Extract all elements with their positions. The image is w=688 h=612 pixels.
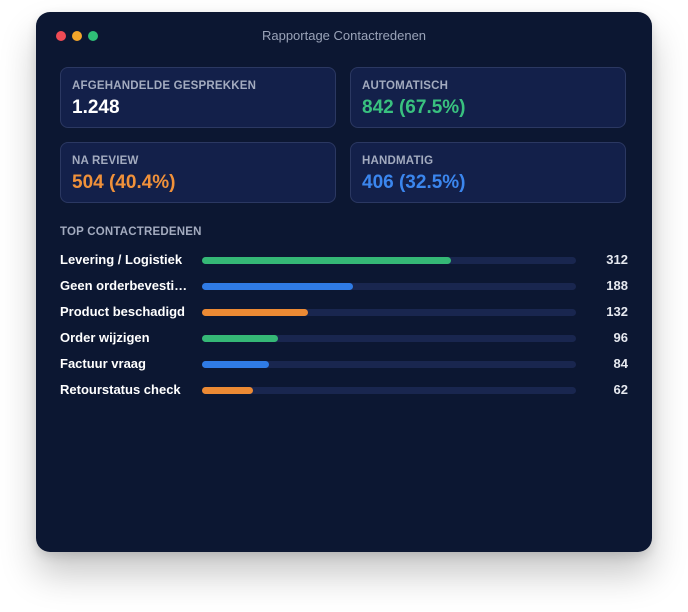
stat-card-manual: HANDMATIG 406 (32.5%)	[350, 142, 626, 203]
stat-card-handled: AFGEHANDELDE GESPREKKEN 1.248	[60, 67, 336, 128]
reason-bar-track	[202, 309, 576, 316]
reason-count: 62	[613, 382, 628, 397]
maximize-window-button[interactable]	[88, 31, 98, 41]
stat-label: HANDMATIG	[362, 155, 434, 167]
stat-label: NA REVIEW	[72, 155, 139, 167]
report-window: Rapportage Contactredenen AFGEHANDELDE G…	[36, 12, 652, 552]
stat-card-after-review: NA REVIEW 504 (40.4%)	[60, 142, 336, 203]
reason-bar-fill	[202, 257, 452, 264]
close-window-button[interactable]	[56, 31, 66, 41]
stat-card-automatic: AUTOMATISCH 842 (67.5%)	[350, 67, 626, 128]
reason-bar-fill	[202, 387, 253, 394]
reason-row: Order wijzigen 96	[60, 328, 628, 348]
reason-count: 132	[606, 304, 628, 319]
reason-row: Geen orderbevestiging 188	[60, 276, 628, 296]
stat-value: 504 (40.4%)	[72, 172, 176, 193]
reason-label: Geen orderbevestiging	[60, 278, 194, 293]
reason-label: Order wijzigen	[60, 330, 150, 345]
stat-value: 406 (32.5%)	[362, 172, 466, 193]
reason-row: Retourstatus check 62	[60, 380, 628, 400]
reason-label: Retourstatus check	[60, 382, 181, 397]
reason-count: 312	[606, 252, 628, 267]
title-bar: Rapportage Contactredenen	[36, 12, 652, 58]
stat-value: 842 (67.5%)	[362, 97, 466, 118]
reason-bar-track	[202, 335, 576, 342]
stat-label: AUTOMATISCH	[362, 80, 449, 92]
reason-count: 188	[606, 278, 628, 293]
minimize-window-button[interactable]	[72, 31, 82, 41]
reason-row: Factuur vraag 84	[60, 354, 628, 374]
reason-bar-track	[202, 361, 576, 368]
reason-bar-fill	[202, 283, 354, 290]
stat-label: AFGEHANDELDE GESPREKKEN	[72, 80, 257, 92]
reason-bar-track	[202, 387, 576, 394]
reason-bar-fill	[202, 309, 308, 316]
reason-row: Levering / Logistiek 312	[60, 250, 628, 270]
reason-label: Levering / Logistiek	[60, 252, 183, 267]
stat-value: 1.248	[72, 97, 120, 118]
reason-bar-track	[202, 283, 576, 290]
section-title-top-reasons: TOP CONTACTREDENEN	[60, 226, 202, 238]
reason-bar-track	[202, 257, 576, 264]
reason-label: Product beschadigd	[60, 304, 185, 319]
reason-count: 84	[613, 356, 628, 371]
reason-row: Product beschadigd 132	[60, 302, 628, 322]
window-title: Rapportage Contactredenen	[261, 28, 427, 43]
reason-bar-fill	[202, 335, 278, 342]
reason-count: 96	[613, 330, 628, 345]
reason-bar-fill	[202, 361, 269, 368]
reason-label: Factuur vraag	[60, 356, 146, 371]
